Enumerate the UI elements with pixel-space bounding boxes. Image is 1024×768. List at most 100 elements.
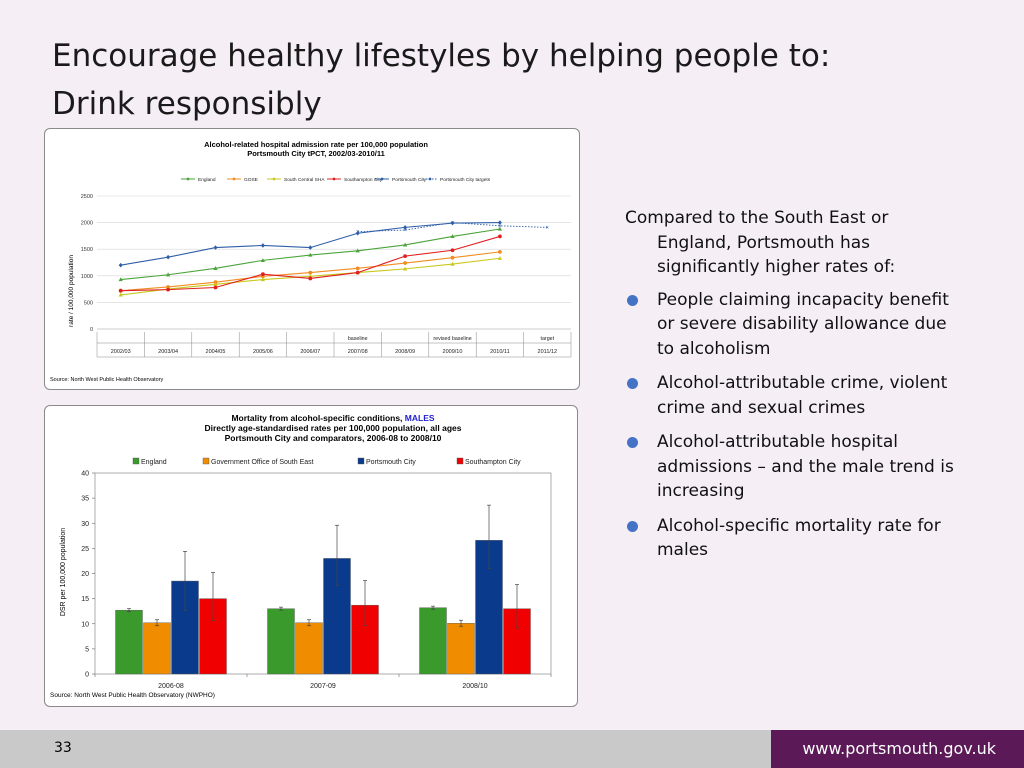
chart1-data-point (166, 254, 171, 260)
chart1-legend-label: GOSE (244, 177, 258, 183)
chart1-source: Source: North West Public Health Observa… (50, 377, 164, 383)
chart1-legend-label: Portsmouth City (392, 177, 427, 183)
chart2-bar (295, 622, 323, 675)
chart1-data-point (260, 243, 265, 248)
slide-title-line2: Drink responsibly (52, 86, 322, 122)
findings-list: People claiming incapacity benefit or se… (625, 288, 965, 563)
finding-text: Alcohol-specific mortality rate for male… (657, 515, 941, 561)
chart2-bar (447, 623, 475, 675)
slide-title-line1: Encourage healthy lifestyles by helping … (52, 38, 831, 74)
chart1-x-tick-label: 2007/08 (348, 349, 368, 355)
chart1-data-point: × (546, 225, 550, 231)
chart1-data-point (403, 266, 408, 271)
hospital-admissions-chart-svg: Alcohol-related hospital admission rate … (50, 140, 572, 383)
chart2-bar (419, 607, 447, 675)
slide-title: Encourage healthy lifestyles by helping … (52, 32, 830, 128)
chart1-data-point (355, 248, 360, 253)
chart2-x-tick-label: 2007-09 (310, 683, 336, 690)
chart2-title-prefix: Mortality from alcohol-specific conditio… (231, 413, 402, 423)
chart2-y-tick-label: 25 (81, 546, 89, 553)
chart2-y-tick-label: 20 (81, 571, 89, 578)
chart1-data-point (403, 225, 408, 230)
chart2-legend-swatch (456, 457, 464, 465)
chart2-x-tick-label: 2008/10 (462, 683, 487, 690)
chart1-data-point (118, 262, 123, 268)
chart1-x-tick-label: 2009/10 (443, 349, 463, 355)
hospital-admissions-chart: Alcohol-related hospital admission rate … (44, 128, 580, 390)
website-link[interactable]: www.portsmouth.gov.uk (771, 730, 1024, 768)
finding-item: Alcohol-specific mortality rate for male… (625, 514, 965, 563)
finding-item: People claiming incapacity benefit or se… (625, 288, 965, 362)
chart2-legend-label: Government Office of South East (211, 459, 314, 466)
chart2-legend-label: Portsmouth City (366, 459, 416, 466)
finding-item: Alcohol-attributable crime, violent crim… (625, 371, 965, 420)
chart2-title-line3: Portsmouth City and comparators, 2006-08… (225, 433, 442, 443)
chart1-y-tick-label: 0 (90, 327, 93, 333)
chart2-source: Source: North West Public Health Observa… (50, 692, 215, 699)
chart1-data-point (450, 248, 455, 253)
chart1-series-line (120, 235, 501, 292)
chart1-data-point (118, 288, 123, 293)
chart1-data-point (213, 245, 218, 250)
chart2-y-tick-label: 5 (85, 646, 89, 653)
chart1-data-point (308, 245, 313, 250)
chart1-data-point (118, 277, 123, 282)
bullet-dot-icon (627, 520, 638, 532)
chart1-y-tick-label: 500 (84, 300, 93, 306)
bullet-dot-icon (627, 378, 638, 389)
chart2-legend-swatch (357, 457, 365, 465)
bullet-dot-icon (627, 294, 638, 306)
chart2-title-line2: Directly age-standardised rates per 100,… (205, 423, 462, 433)
chart1-data-point (355, 266, 360, 271)
chart2-y-tick-label: 35 (81, 496, 89, 503)
chart1-annotation: revised baseline (433, 336, 471, 342)
chart2-title-highlight: MALES (405, 413, 435, 423)
chart2-title-line1: Mortality from alcohol-specific conditio… (231, 413, 434, 423)
chart1-legend-marker (186, 177, 190, 181)
chart1-data-point (497, 220, 502, 225)
finding-item: Alcohol-attributable hospital admissions… (625, 430, 965, 504)
finding-text: Alcohol-attributable hospital admissions… (657, 432, 954, 501)
chart1-legend-label: Southampton City (344, 177, 383, 183)
chart1-y-tick-label: 1000 (81, 274, 93, 280)
chart2-plot-area (94, 472, 552, 675)
chart1-data-point (355, 270, 360, 275)
chart1-data-point (213, 282, 218, 286)
chart1-x-tick-label: 2002/03 (111, 349, 131, 355)
chart1-data-point (403, 261, 407, 265)
chart1-data-point (497, 226, 502, 231)
chart1-x-tick-label: 2008/09 (395, 349, 415, 355)
chart2-bar (115, 609, 143, 675)
chart1-data-point (403, 254, 407, 259)
chart2-x-tick-label: 2006-08 (158, 683, 184, 690)
footer-bar: 33 www.portsmouth.gov.uk (0, 730, 1024, 768)
chart1-x-tick-label: 2005/06 (253, 349, 273, 355)
chart1-data-point (308, 252, 313, 257)
page-number: 33 (54, 740, 72, 756)
chart1-x-tick-label: 2003/04 (158, 349, 178, 355)
chart1-data-point: × (451, 221, 455, 227)
chart2-bar (267, 608, 295, 675)
chart1-data-point (166, 272, 171, 277)
chart2-legend-swatch (202, 457, 210, 465)
chart2-y-tick-label: 30 (81, 521, 89, 528)
chart1-data-point (308, 276, 313, 281)
chart1-legend-label: England (198, 177, 216, 183)
chart1-data-point (498, 234, 502, 239)
chart2-legend-label: Southampton City (465, 459, 521, 466)
findings-intro: Compared to the South East or England, P… (625, 208, 896, 277)
chart1-legend-label: South Central SHA (284, 177, 325, 183)
chart1-data-point (213, 285, 218, 290)
chart1-legend-marker (232, 177, 236, 181)
chart1-x-tick-label: 2011/12 (538, 349, 557, 355)
chart1-data-point (450, 255, 455, 260)
chart1-data-point (166, 287, 170, 292)
chart2-legend-label: England (141, 459, 167, 466)
chart1-x-tick-label: 2010/11 (490, 349, 509, 355)
chart1-annotation: baseline (348, 336, 368, 342)
chart1-data-point: × (356, 230, 360, 236)
chart1-y-tick-label: 1500 (81, 247, 93, 253)
chart1-title: Alcohol-related hospital admission rate … (204, 140, 428, 149)
chart1-x-tick-label: 2006/07 (300, 349, 320, 355)
chart1-data-point (260, 277, 265, 282)
